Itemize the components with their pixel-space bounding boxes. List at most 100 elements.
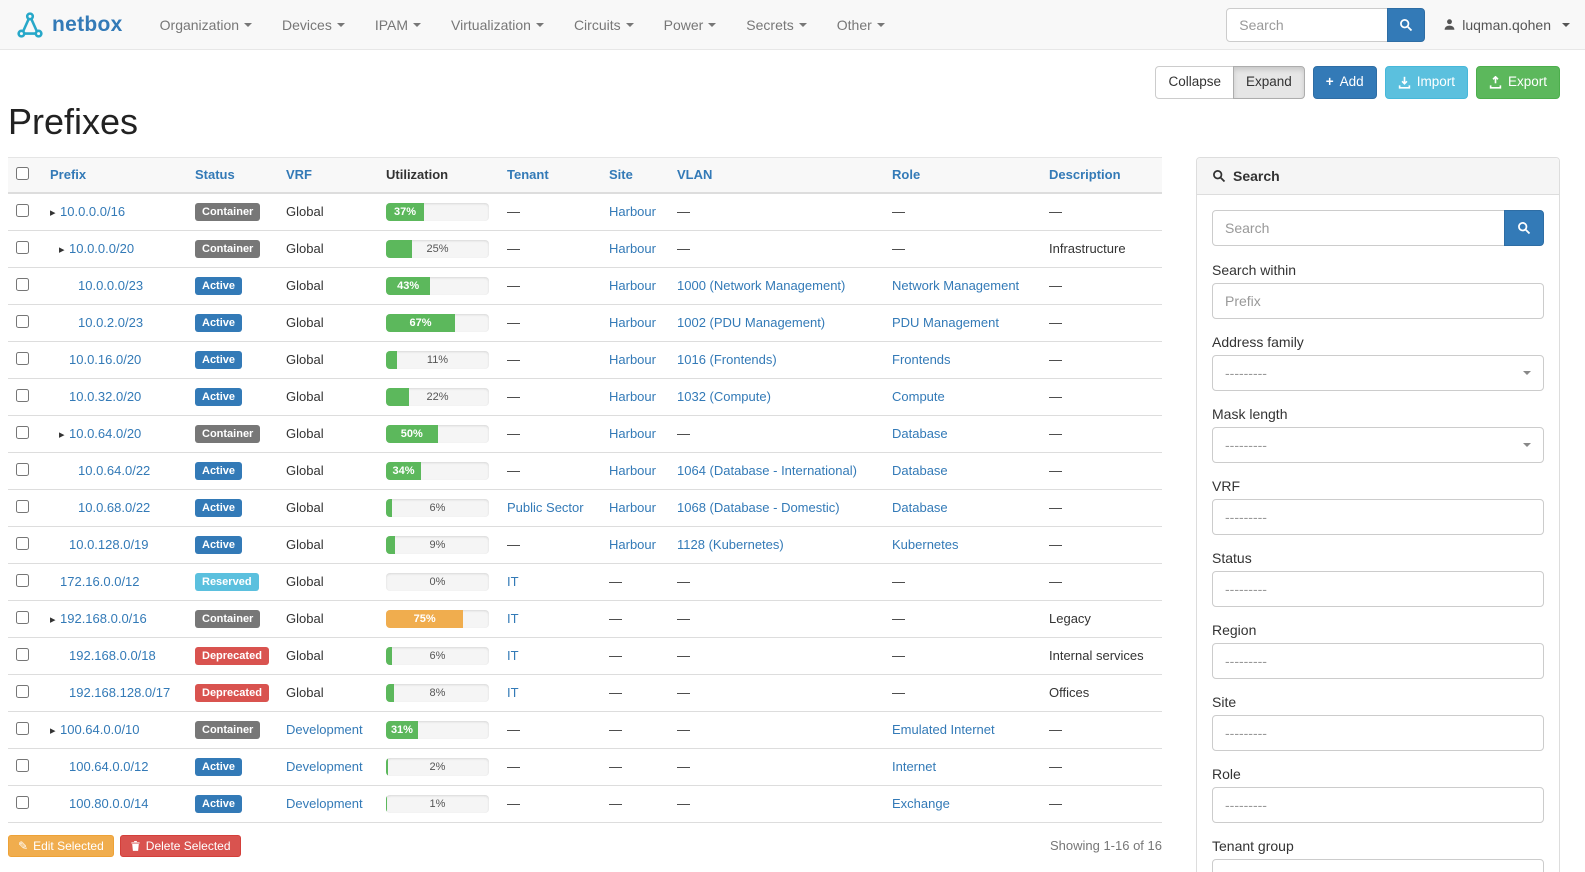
prefix-link[interactable]: 10.0.32.0/20 [69,389,142,405]
site-link[interactable]: Harbour [609,204,656,220]
prefix-link[interactable]: 100.64.0.0/10 [60,722,140,738]
filter-input-region[interactable] [1212,642,1544,679]
vlan-link[interactable]: 1064 (Database - International) [677,463,857,479]
add-button[interactable]: + Add [1312,66,1377,99]
navbar-search-button[interactable] [1387,7,1426,42]
column-header-description[interactable]: Description [1041,156,1162,194]
nav-menu-circuits[interactable]: Circuits [559,0,649,49]
site-link[interactable]: Harbour [609,500,656,516]
edit-selected-button[interactable]: ✎ Edit Selected [8,834,114,857]
column-header-role[interactable]: Role [884,156,1041,194]
nav-menu-ipam[interactable]: IPAM [360,0,436,49]
column-header-prefix[interactable]: Prefix [42,156,187,194]
row-select-checkbox[interactable] [16,462,29,476]
tenant-link[interactable]: Public Sector [507,500,584,516]
nav-menu-virtualization[interactable]: Virtualization [436,0,559,49]
site-link[interactable]: Harbour [609,389,656,405]
prefix-link[interactable]: 192.168.0.0/16 [60,611,147,627]
role-link[interactable]: Database [892,426,948,442]
site-link[interactable]: Harbour [609,463,656,479]
site-link[interactable]: Harbour [609,537,656,553]
row-select-checkbox[interactable] [16,277,29,291]
prefix-link[interactable]: 10.0.64.0/20 [69,426,142,442]
role-link[interactable]: Emulated Internet [892,722,995,738]
row-select-checkbox[interactable] [16,351,29,365]
tenant-link[interactable]: IT [507,574,519,590]
delete-selected-button[interactable]: Delete Selected [119,834,241,857]
tenant-link[interactable]: IT [507,648,519,664]
navbar-search-input[interactable] [1226,7,1389,42]
row-select-checkbox[interactable] [16,425,29,439]
prefix-link[interactable]: 192.168.0.0/18 [69,648,156,664]
role-link[interactable]: Database [892,500,948,516]
nav-menu-other[interactable]: Other [822,0,900,49]
tenant-link[interactable]: IT [507,685,519,701]
prefix-link[interactable]: 100.80.0.0/14 [69,796,149,812]
filter-search-input[interactable] [1212,209,1505,246]
filter-input-vrf[interactable] [1212,498,1544,535]
row-select-checkbox[interactable] [16,240,29,254]
export-button[interactable]: Export [1475,66,1560,99]
column-header-status[interactable]: Status [187,156,278,194]
row-select-checkbox[interactable] [16,203,29,217]
column-header-tenant[interactable]: Tenant [499,156,601,194]
expand-button[interactable]: Expand [1232,66,1305,99]
prefix-link[interactable]: 172.16.0.0/12 [60,574,140,590]
row-select-checkbox[interactable] [16,795,29,809]
nav-menu-secrets[interactable]: Secrets [731,0,821,49]
role-link[interactable]: Kubernetes [892,537,959,553]
row-select-checkbox[interactable] [16,684,29,698]
import-button[interactable]: Import [1384,66,1468,99]
row-select-checkbox[interactable] [16,388,29,402]
prefix-link[interactable]: 100.64.0.0/12 [69,759,149,775]
filter-input-site[interactable] [1212,714,1544,751]
filter-select-mask-length[interactable]: --------- [1212,426,1544,463]
role-link[interactable]: Frontends [892,352,951,368]
prefix-link[interactable]: 10.0.2.0/23 [78,315,144,331]
vlan-link[interactable]: 1128 (Kubernetes) [677,537,784,553]
prefix-link[interactable]: 10.0.128.0/19 [69,537,149,553]
role-link[interactable]: PDU Management [892,315,999,331]
site-link[interactable]: Harbour [609,278,656,294]
filter-search-button[interactable] [1504,209,1544,246]
vlan-link[interactable]: 1016 (Frontends) [677,352,777,368]
nav-menu-organization[interactable]: Organization [145,0,267,49]
site-link[interactable]: Harbour [609,352,656,368]
collapse-button[interactable]: Collapse [1155,66,1234,99]
nav-menu-devices[interactable]: Devices [267,0,360,49]
prefix-link[interactable]: 10.0.0.0/16 [60,204,126,220]
role-link[interactable]: Database [892,463,948,479]
filter-input-status[interactable] [1212,570,1544,607]
prefix-link[interactable]: 10.0.68.0/22 [78,500,151,516]
vrf-link[interactable]: Development [286,759,363,775]
role-link[interactable]: Exchange [892,796,950,812]
filter-select-address-family[interactable]: --------- [1212,354,1544,391]
nav-menu-power[interactable]: Power [649,0,732,49]
prefix-link[interactable]: 10.0.0.0/20 [69,241,135,257]
vrf-link[interactable]: Development [286,722,363,738]
row-select-checkbox[interactable] [16,536,29,550]
row-select-checkbox[interactable] [16,647,29,661]
prefix-link[interactable]: 192.168.128.0/17 [69,685,171,701]
row-select-checkbox[interactable] [16,573,29,587]
vrf-link[interactable]: Development [286,796,363,812]
filter-input-role[interactable] [1212,786,1544,823]
row-select-checkbox[interactable] [16,610,29,624]
filter-input-tenant-group[interactable] [1212,858,1544,872]
filter-input-search-within[interactable] [1212,282,1544,319]
tenant-link[interactable]: IT [507,611,519,627]
site-link[interactable]: Harbour [609,315,656,331]
row-select-checkbox[interactable] [16,314,29,328]
role-link[interactable]: Internet [892,759,937,775]
vlan-link[interactable]: 1032 (Compute) [677,389,771,405]
row-select-checkbox[interactable] [16,758,29,772]
vlan-link[interactable]: 1068 (Database - Domestic) [677,500,840,516]
row-select-checkbox[interactable] [16,499,29,513]
role-link[interactable]: Compute [892,389,945,405]
site-link[interactable]: Harbour [609,241,656,257]
prefix-link[interactable]: 10.0.64.0/22 [78,463,151,479]
select-all-checkbox[interactable] [16,166,29,180]
prefix-link[interactable]: 10.0.0.0/23 [78,278,144,294]
row-select-checkbox[interactable] [16,721,29,735]
site-link[interactable]: Harbour [609,426,656,442]
